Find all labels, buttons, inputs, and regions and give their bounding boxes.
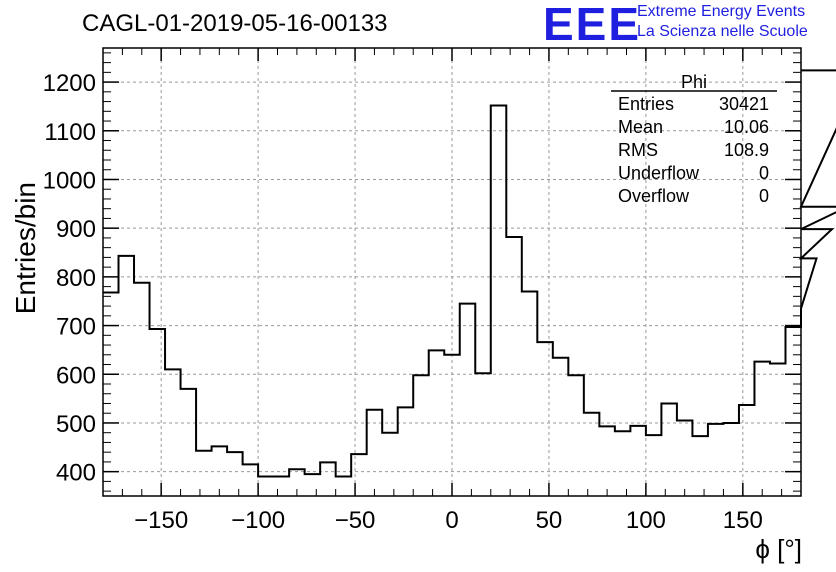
x-tick-label: −150 (134, 507, 188, 534)
stats-label: RMS (618, 140, 658, 160)
x-tick-label: 150 (723, 507, 763, 534)
logo-text-line2: La Scienza nelle Scuole (637, 23, 808, 40)
grid-lines (103, 48, 801, 496)
stats-value: 0 (759, 163, 769, 183)
x-tick-label: −100 (231, 507, 285, 534)
stats-label: Entries (618, 94, 674, 114)
eee-logo: EEE (543, 0, 642, 50)
x-tick-label: 50 (536, 507, 563, 534)
x-axis-label: ϕ [°] (755, 534, 802, 564)
stats-value: 10.06 (724, 117, 769, 137)
y-tick-label: 400 (56, 460, 96, 487)
stats-title: Phi (681, 72, 707, 92)
chart-title: CAGL-01-2019-05-16-00133 (82, 10, 388, 37)
y-tick-label: 500 (56, 411, 96, 438)
y-tick-label: 1000 (43, 167, 96, 194)
y-tick-label: 1100 (44, 119, 96, 146)
y-tick-label: 900 (56, 216, 96, 243)
stats-label: Underflow (618, 163, 700, 183)
stats-value: 0 (759, 186, 769, 206)
histogram-series (103, 69, 836, 478)
stats-label: Mean (618, 117, 663, 137)
stats-label: Overflow (618, 186, 690, 206)
x-tick-label: 100 (626, 507, 666, 534)
y-tick-label: 700 (56, 314, 96, 341)
y-tick-label: 1200 (43, 70, 96, 97)
stats-value: 30421 (719, 94, 769, 114)
axis-ticks: −150 −100 −50 0 50 100 150 400 500 600 700 800 900 10… (43, 48, 801, 534)
x-tick-label: 0 (445, 507, 458, 534)
x-tick-label: −50 (335, 507, 376, 534)
logo-text-line1: Extreme Energy Events (637, 3, 806, 20)
stats-value: 108.9 (724, 140, 769, 160)
stats-box: Phi Entries 30421 Mean 10.06 RMS 108.9 Underflo… (611, 72, 777, 206)
y-tick-label: 800 (56, 265, 96, 292)
y-tick-label: 600 (56, 362, 96, 389)
